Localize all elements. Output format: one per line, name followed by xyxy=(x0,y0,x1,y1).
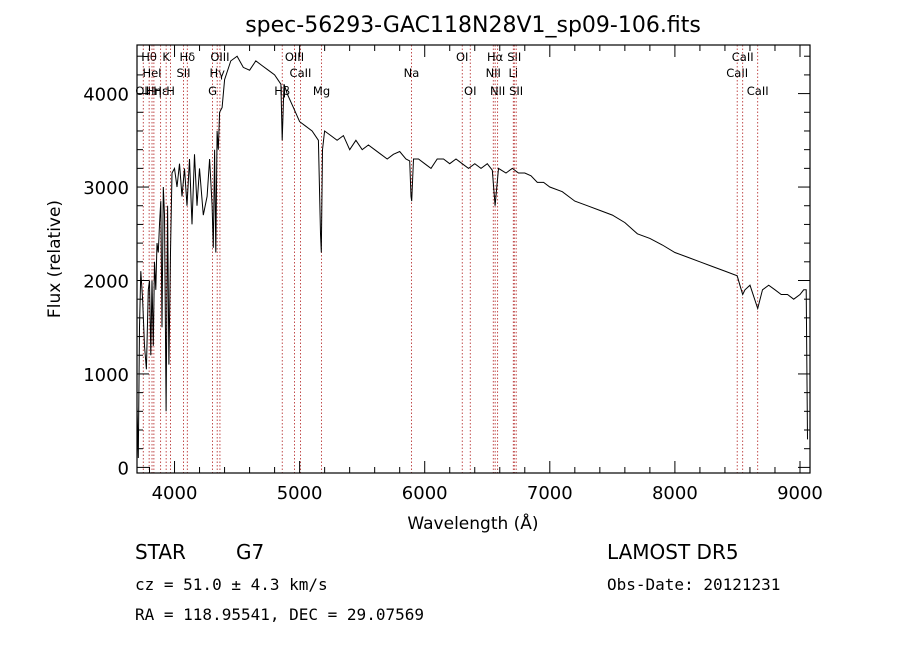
x-tick-label: 4000 xyxy=(152,483,198,504)
line-marker-label: CaII xyxy=(747,84,769,98)
y-tick-label: 1000 xyxy=(83,365,129,386)
x-axis-label: Wavelength (Å) xyxy=(407,512,538,534)
line-marker-label: Hδ xyxy=(179,50,195,64)
x-tick-label: 8000 xyxy=(652,483,698,504)
line-marker-label: HeI xyxy=(142,66,161,80)
line-marker-label: H xyxy=(166,84,175,98)
y-tick-labels: 0 1000 2000 3000 4000 xyxy=(83,85,129,480)
line-marker-label: OI xyxy=(456,50,468,64)
line-marker-label: K xyxy=(162,50,170,64)
line-marker-label: NII xyxy=(490,84,505,98)
x-tick-label: 7000 xyxy=(527,483,573,504)
line-marker-label: SII xyxy=(507,50,521,64)
x-tick-label: 5000 xyxy=(277,483,323,504)
line-marker-label: NII xyxy=(486,66,501,80)
line-marker-label: OIII xyxy=(285,50,304,64)
line-marker-label: OI xyxy=(464,84,476,98)
line-marker-label: Na xyxy=(404,66,420,80)
line-marker-label: Hε xyxy=(153,84,168,98)
y-tick-label: 3000 xyxy=(83,178,129,199)
survey-name: LAMOST DR5 xyxy=(607,540,739,564)
line-marker-label: CaII xyxy=(290,66,312,80)
line-marker-label: Hα xyxy=(487,50,504,64)
coordinates-readout: RA = 118.95541, DEC = 29.07569 xyxy=(135,605,424,624)
line-marker-label: Mg xyxy=(313,84,330,98)
y-tick-label: 2000 xyxy=(83,271,129,292)
y-axis-label: Flux (relative) xyxy=(45,200,65,318)
velocity-readout: cz = 51.0 ± 4.3 km/s xyxy=(135,575,328,594)
line-marker-label: Hγ xyxy=(209,66,225,80)
observation-date: Obs-Date: 20121231 xyxy=(607,575,780,594)
plot-frame xyxy=(136,44,811,474)
object-class: STAR xyxy=(135,540,186,564)
line-marker-label: Hβ xyxy=(274,84,290,98)
x-tick-label: 9000 xyxy=(777,483,823,504)
y-tick-label: 0 xyxy=(118,458,129,479)
axis-ticks xyxy=(137,45,810,473)
line-marker-label: Hθ xyxy=(141,50,157,64)
spectrum-series-line xyxy=(136,55,808,459)
chart-title: spec-56293-GAC118N28V1_sp09-106.fits xyxy=(245,13,701,38)
line-marker-label: Li xyxy=(508,66,518,80)
line-marker-label: OII xyxy=(135,84,151,98)
line-markers: OIIHθHeIHηHεKHSIIHδGHγOIIIHβOIIICaIIMgNa… xyxy=(135,45,769,473)
x-tick-labels: 4000 5000 6000 7000 8000 9000 xyxy=(152,483,823,504)
line-marker-label: CaII xyxy=(732,50,754,64)
x-tick-label: 6000 xyxy=(402,483,448,504)
line-marker-label: Hη xyxy=(146,84,162,98)
line-marker-label: SII xyxy=(509,84,523,98)
line-marker-label: OIII xyxy=(210,50,229,64)
subclass: G7 xyxy=(236,540,264,564)
y-tick-label: 4000 xyxy=(83,85,129,106)
line-marker-label: G xyxy=(208,84,217,98)
line-marker-label: SII xyxy=(176,66,190,80)
line-marker-label: CaII xyxy=(726,66,748,80)
